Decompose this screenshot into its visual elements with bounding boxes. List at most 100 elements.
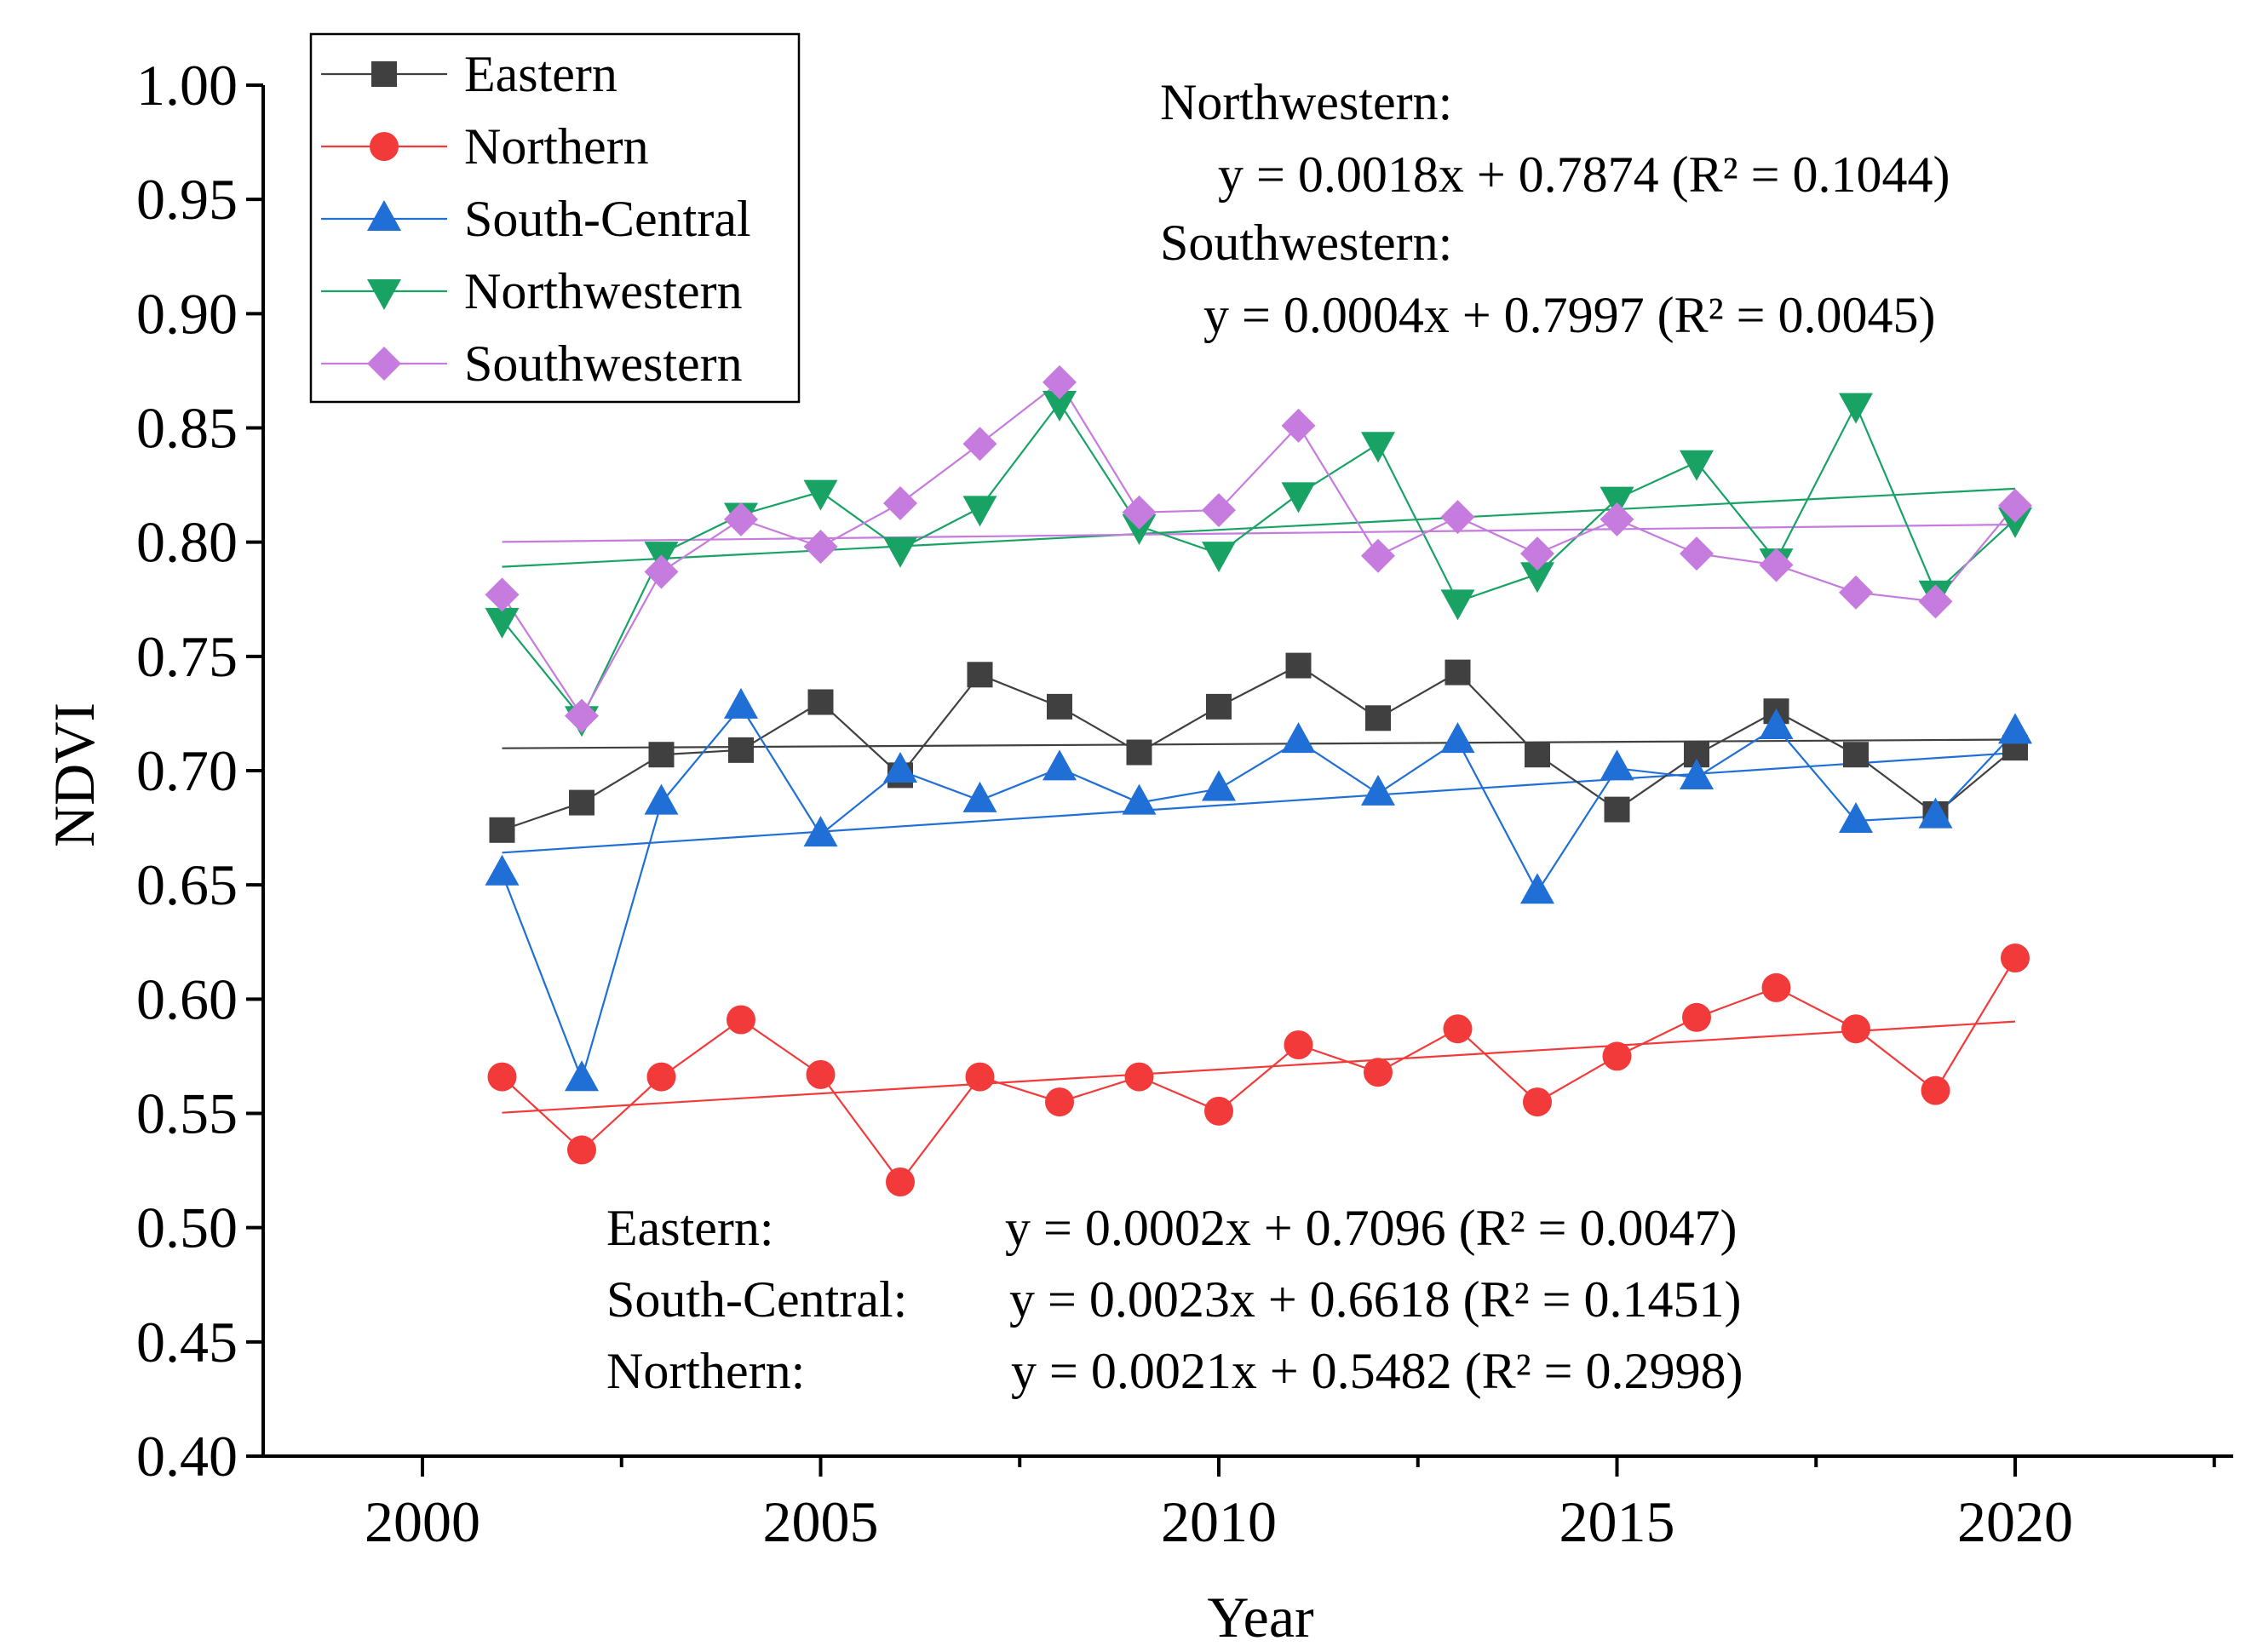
northwestern-data-point: [1998, 507, 2032, 538]
southwestern-data-point: [962, 427, 997, 462]
eastern-data-point: [569, 789, 594, 816]
northern-data-point: [1921, 1076, 1950, 1105]
south-central-data-point: [1680, 759, 1714, 790]
southwestern-data-point: [1759, 548, 1794, 582]
eastern-equation: y = 0.0002x + 0.7096 (R² = 0.0047): [1005, 1200, 1737, 1256]
eastern-data-point: [1365, 705, 1391, 731]
legend-label-south-central: South-Central: [464, 191, 751, 247]
southwestern-data-point: [1361, 538, 1395, 573]
x-tick-label: 2020: [1957, 1489, 2073, 1554]
northern-equation: y = 0.0021x + 0.5482 (R² = 0.2998): [1011, 1343, 1743, 1399]
sw-equation-label: Southwestern:: [1160, 215, 1452, 271]
eastern-data-point: [1126, 739, 1152, 766]
south-central-data-point: [644, 783, 679, 815]
northwestern-data-point: [803, 479, 838, 511]
legend-marker-northwestern: [367, 279, 401, 310]
northwestern-trend-line: [502, 487, 2016, 568]
southwestern-data-point: [565, 698, 599, 733]
series-markers: [485, 364, 2032, 1196]
northern-data-point: [1204, 1096, 1233, 1126]
northwestern-data-point: [1281, 482, 1316, 513]
legend-marker-south-central: [367, 200, 401, 231]
eastern-trend-line: [502, 738, 2016, 749]
southwestern-data-point: [1918, 584, 1953, 619]
legend-label-southwestern: Southwestern: [464, 336, 743, 392]
eastern-series-line: [502, 664, 2016, 831]
legend-marker-eastern: [371, 61, 397, 87]
southwestern-data-point: [1520, 536, 1554, 571]
eastern-equation-label: Eastern:: [606, 1200, 774, 1256]
northwestern-data-point: [1600, 486, 1634, 518]
eastern-data-point: [489, 817, 515, 843]
y-tick-label: 1.00: [136, 53, 238, 118]
south-central-data-point: [1042, 749, 1077, 781]
southwestern-data-point: [1440, 500, 1475, 535]
south-central-data-point: [1440, 722, 1475, 754]
eastern-data-point: [1445, 659, 1471, 685]
y-ticks: 0.40 0.45 0.50 0.55 0.60 0.65 0.70 0.75 0.80 0.85…: [136, 53, 263, 1489]
northwestern-data-point: [1202, 542, 1236, 573]
southwestern-data-point: [1281, 408, 1316, 443]
south-central-data-point: [803, 816, 838, 847]
y-tick-label: 0.55: [136, 1081, 238, 1146]
south-central-trend-line: [502, 751, 2016, 854]
northern-data-point: [806, 1059, 836, 1089]
eastern-data-point: [1604, 796, 1630, 823]
sw-equation: y = 0.0004x + 0.7997 (R² = 0.0045): [1203, 287, 1935, 343]
northern-data-point: [1284, 1030, 1313, 1059]
south-central-data-point: [724, 687, 758, 719]
eastern-data-point: [728, 737, 754, 763]
south-central-data-point: [1361, 774, 1395, 806]
northwestern-data-point: [962, 496, 997, 527]
southwestern-data-point: [1202, 493, 1236, 528]
northwestern-data-point: [485, 607, 520, 639]
x-tick-label: 2010: [1161, 1489, 1277, 1554]
northwestern-data-point: [1520, 562, 1554, 594]
y-tick-label: 0.85: [136, 396, 238, 461]
southwestern-data-point: [1680, 536, 1714, 571]
y-tick-label: 0.40: [136, 1424, 238, 1489]
northern-data-point: [1443, 1014, 1473, 1044]
northwestern-data-point: [883, 536, 917, 568]
eastern-data-point: [807, 689, 834, 715]
south-central-equation: y = 0.0023x + 0.6618 (R² = 0.1451): [1009, 1271, 1741, 1328]
legend-marker-southwestern: [367, 347, 401, 381]
south-central-data-point: [485, 854, 520, 886]
southwestern-data-point: [883, 486, 917, 521]
northwestern-data-point: [1440, 589, 1475, 621]
legend-label-northern: Northern: [464, 118, 649, 175]
northern-data-point: [727, 1005, 755, 1035]
northwestern-data-point: [1122, 513, 1157, 545]
legend-label-northwestern: Northwestern: [464, 263, 743, 319]
southwestern-trend-line: [502, 523, 2016, 543]
y-tick-label: 0.80: [136, 510, 238, 575]
southwestern-data-point: [1998, 488, 2032, 523]
northern-data-point: [965, 1062, 995, 1092]
legend: Eastern Northern South-Central Northwestern…: [309, 32, 801, 404]
y-tick-label: 0.95: [136, 167, 238, 232]
southwestern-data-point: [485, 577, 520, 612]
south-central-data-point: [962, 781, 997, 812]
south-central-data-point: [565, 1060, 599, 1092]
x-tick-label: 2000: [365, 1489, 480, 1554]
south-central-data-point: [1600, 749, 1634, 781]
south-central-equation-label: South-Central:: [606, 1271, 907, 1328]
northern-data-point: [646, 1062, 676, 1092]
eastern-data-point: [967, 662, 993, 688]
eastern-data-point: [1206, 693, 1232, 720]
northern-data-point: [2001, 944, 2030, 973]
northern-data-point: [886, 1167, 915, 1196]
northern-equation-label: Northern:: [606, 1343, 805, 1399]
y-tick-label: 0.50: [136, 1196, 238, 1260]
south-central-data-point: [1918, 797, 1953, 829]
eastern-data-point: [1525, 742, 1550, 768]
y-axis-title: NDVI: [42, 703, 106, 847]
y-tick-label: 0.65: [136, 852, 238, 917]
southwestern-data-point: [1122, 495, 1157, 530]
northern-data-point: [1045, 1087, 1074, 1117]
northern-data-point: [1602, 1041, 1632, 1071]
northern-data-point: [1841, 1014, 1870, 1044]
south-central-data-point: [883, 752, 917, 783]
southwestern-data-point: [724, 502, 758, 536]
northern-data-point: [1761, 972, 1791, 1002]
